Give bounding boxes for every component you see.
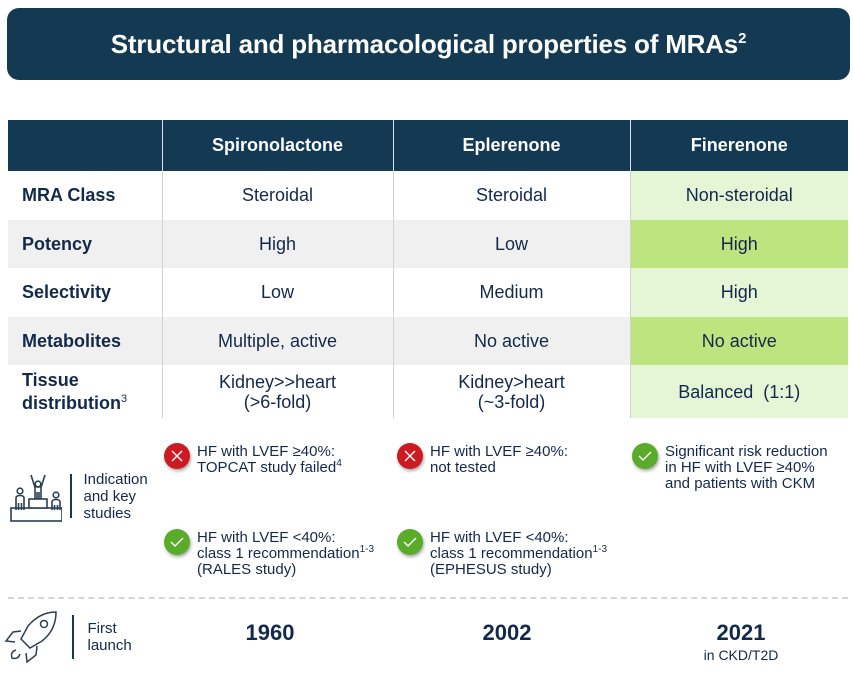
indication-text: HF with LVEF <40%: class 1 recommendatio… (430, 530, 607, 578)
footnote-ref: 4 (336, 458, 342, 469)
indication-text: HF with LVEF ≥40%: not tested (430, 444, 568, 476)
text-line: HF with LVEF ≥40%: (197, 443, 335, 460)
table-row: Selectivity Low Medium High (8, 268, 848, 317)
footnote-ref: 1-3 (359, 544, 375, 555)
cell-eplerenone: Kidney>heart (~3-fold) (392, 365, 630, 418)
cell-finerenone: High (629, 219, 848, 268)
cell-finerenone: High (629, 268, 848, 317)
indication-item: HF with LVEF <40%: class 1 recommendatio… (164, 529, 374, 578)
dashed-divider (8, 597, 848, 599)
cell-eplerenone: Medium (392, 268, 630, 317)
cell-finerenone: Non-steroidal (629, 171, 848, 220)
table-header-row: Spironolactone Eplerenone Finerenone (8, 120, 848, 171)
text-line: TOPCAT study failed (197, 459, 337, 476)
indication-item: HF with LVEF ≥40%: TOPCAT study failed4 (164, 443, 342, 476)
row-label: Potency (8, 219, 162, 268)
cell-spironolactone: Steroidal (161, 171, 393, 220)
text-line: (RALES study) (197, 561, 297, 578)
row-label: MRA Class (22, 185, 116, 206)
divider (70, 474, 72, 518)
row-label: Selectivity (22, 282, 112, 303)
title-superscript: 2 (738, 29, 747, 47)
table-row: Potency High Low High (8, 219, 848, 268)
cell-eplerenone: No active (392, 316, 630, 365)
row-label-line: distribution (22, 392, 121, 413)
indication-text: HF with LVEF ≥40%: TOPCAT study failed4 (197, 444, 342, 476)
divider (72, 615, 74, 659)
header-finerenone: Finerenone (629, 120, 848, 171)
cell-spironolactone: Low (161, 268, 393, 317)
indication-item: HF with LVEF <40%: class 1 recommendatio… (397, 529, 607, 578)
indication-item: HF with LVEF ≥40%: not tested (397, 443, 568, 476)
label-line: launch (87, 637, 132, 654)
launch-year-finerenone: 2021 (716, 620, 766, 645)
cell-line: (~3-fold) (477, 391, 546, 412)
rocket-icon (4, 610, 58, 664)
text-line: HF with LVEF <40%: (197, 529, 336, 546)
comparison-table: Spironolactone Eplerenone Finerenone MRA… (8, 120, 848, 418)
title-banner: Structural and pharmacological propertie… (7, 8, 850, 80)
cell-line: Kidney>heart (458, 371, 565, 392)
indication-text: Significant risk reduction in HF with LV… (665, 444, 828, 492)
indication-item: Significant risk reduction in HF with LV… (632, 443, 828, 492)
title-text: Structural and pharmacological propertie… (110, 28, 739, 59)
table-row: MRA Class Steroidal Steroidal Non-steroi… (8, 171, 848, 220)
launch-year-eplerenone: 2002 (482, 620, 532, 645)
cell-spironolactone: Multiple, active (161, 316, 393, 365)
check-icon (397, 529, 423, 555)
row-label: Metabolites (8, 316, 162, 365)
text-line: Significant risk reduction (665, 443, 828, 460)
row-label: Tissue distribution3 (8, 365, 162, 418)
footnote-ref: 3 (120, 392, 128, 405)
cell-eplerenone: Steroidal (392, 171, 630, 220)
indication-label: Indication and key studies (6, 470, 148, 522)
text-line: HF with LVEF ≥40%: (430, 443, 568, 460)
header-spironolactone: Spironolactone (161, 120, 393, 171)
text-line: class 1 recommendation (430, 545, 593, 562)
launch-note-finerenone: in CKD/T2D (703, 647, 779, 663)
label-line: studies (83, 504, 132, 522)
cell-line: (>6-fold) (243, 391, 312, 412)
check-icon (164, 529, 190, 555)
text-line: and patients with CKM (665, 475, 816, 492)
text-line: HF with LVEF <40%: (430, 529, 569, 546)
cell-finerenone: No active (629, 316, 848, 365)
footnote-ref: 1-3 (592, 544, 608, 555)
cell-spironolactone: High (161, 219, 393, 268)
cell-eplerenone: Low (392, 219, 630, 268)
indication-label-text: Indication and key studies (84, 471, 148, 522)
text-line: not tested (430, 459, 496, 476)
header-eplerenone: Eplerenone (392, 120, 630, 171)
cell-line: Kidney>>heart (218, 371, 337, 392)
label-line: and key (83, 487, 137, 505)
x-icon (164, 443, 190, 469)
x-icon (397, 443, 423, 469)
text-line: class 1 recommendation (197, 545, 360, 562)
table-row: Metabolites Multiple, active No active N… (8, 316, 848, 365)
table-row: Tissue distribution3 Kidney>>heart (>6-f… (8, 365, 848, 418)
launch-year-spironolactone: 1960 (245, 620, 295, 645)
cell-finerenone: Balanced (1:1) (629, 365, 848, 418)
podium-icon (6, 470, 63, 522)
page-title: Structural and pharmacological propertie… (110, 28, 747, 60)
launch-label-text: First launch (88, 620, 132, 654)
cell-spironolactone: Kidney>>heart (>6-fold) (161, 365, 393, 418)
row-label-line: Tissue (22, 369, 79, 390)
text-line: (EPHESUS study) (430, 561, 552, 578)
launch-label: First launch (4, 610, 132, 664)
check-icon (632, 443, 658, 469)
label-line: Indication (83, 470, 148, 488)
header-blank (8, 120, 162, 171)
text-line: in HF with LVEF ≥40% (665, 459, 815, 476)
indication-text: HF with LVEF <40%: class 1 recommendatio… (197, 530, 374, 578)
label-line: First (87, 620, 117, 637)
